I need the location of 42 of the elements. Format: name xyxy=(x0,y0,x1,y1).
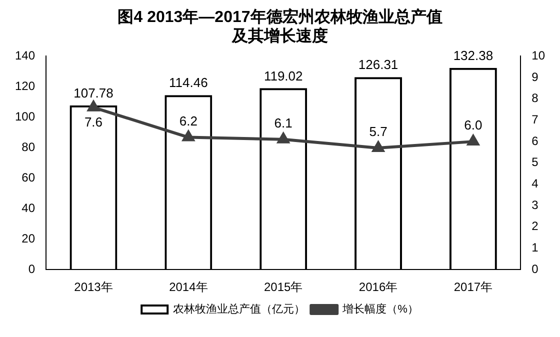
y-tick-label: 140 xyxy=(14,48,36,63)
y2-tick-label: 1 xyxy=(532,240,539,255)
y2-tick-label: 5 xyxy=(532,155,539,170)
y-tick-label: 60 xyxy=(22,170,36,184)
x-tick-label: 2014年 xyxy=(169,280,208,294)
x-tick-label: 2015年 xyxy=(264,280,303,294)
point xyxy=(88,100,100,112)
data-label: 132.38 xyxy=(453,48,494,63)
data-label: 107.78 xyxy=(74,85,114,100)
y2-tick-label: 10 xyxy=(532,48,546,63)
y2-tick-label: 3 xyxy=(532,198,539,212)
legend-label: 农林牧渔业总产值（亿元） xyxy=(173,302,306,316)
y-tick-label: 80 xyxy=(22,140,36,154)
x-tick-label: 2013年 xyxy=(74,280,113,294)
data-label: 6.2 xyxy=(179,113,198,128)
data-label: 6.1 xyxy=(274,116,292,131)
point xyxy=(467,135,480,146)
data-label: 119.02 xyxy=(264,68,303,84)
y2-tick-label: 8 xyxy=(532,91,539,106)
x-tick-label: 2016年 xyxy=(358,280,398,294)
data-label: 6.0 xyxy=(464,118,482,133)
y-tick-label: 120 xyxy=(14,79,36,93)
y2-tick-label: 4 xyxy=(532,176,539,191)
x-tick-label: 2017年 xyxy=(454,280,493,294)
y-tick-label: 100 xyxy=(14,109,36,124)
data-label: 126.31 xyxy=(358,57,398,72)
y-tick-label: 20 xyxy=(22,231,36,246)
y-tick-label: 40 xyxy=(22,200,36,215)
y2-tick-label: 0 xyxy=(532,262,539,276)
data-label: 5.7 xyxy=(369,124,388,140)
point xyxy=(278,132,290,144)
legend-label: 增长幅度（%） xyxy=(342,302,418,316)
chart-title: 图4 2013年—2017年德宏州农林牧渔业总产值及其增长速度 xyxy=(116,8,444,46)
y2-tick-label: 2 xyxy=(532,219,539,234)
data-label: 7.6 xyxy=(84,114,103,130)
y2-tick-label: 6 xyxy=(532,134,539,148)
point xyxy=(182,130,194,142)
data-label: 114.46 xyxy=(169,75,208,90)
point xyxy=(372,141,384,152)
y-tick-label: 0 xyxy=(28,262,36,276)
y2-tick-label: 7 xyxy=(532,112,539,127)
y2-tick-label: 9 xyxy=(532,70,539,84)
